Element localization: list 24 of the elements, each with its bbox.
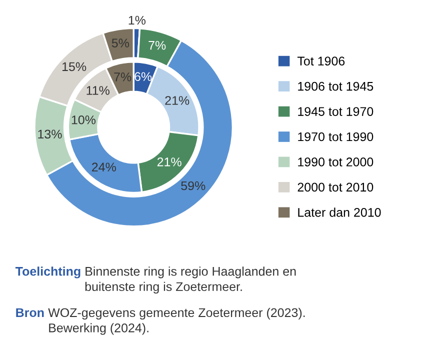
data-label: 6% (134, 72, 152, 82)
text: WOZ-gegevens gemeente Zoetermeer (2023). Bewerking (2024). (48, 308, 305, 335)
data-label: 24% (92, 162, 116, 172)
data-label: 59% (181, 181, 206, 190)
data-label: 1% (128, 16, 146, 25)
legend-label: 1945 tot 1970 (298, 107, 374, 116)
data-label: 5% (112, 38, 130, 48)
legend-label: 1970 tot 1990 (298, 132, 374, 142)
legend-label: 2000 tot 2010 (298, 182, 374, 192)
data-label: 11% (86, 86, 110, 95)
legend-label: Tot 1906 (297, 56, 345, 66)
data-label: 21% (165, 96, 190, 105)
text: Toelichting (15, 266, 80, 278)
text: Bron (16, 308, 44, 318)
data-label: 13% (38, 130, 62, 139)
legend-label: 1990 tot 2000 (298, 158, 374, 166)
data-label: 7% (114, 72, 132, 82)
data-label: 21% (157, 158, 182, 166)
legend-label: Later dan 2010 (298, 208, 381, 217)
data-label: 15% (62, 62, 86, 72)
data-label: 7% (148, 40, 166, 50)
data-label: 10% (72, 115, 96, 124)
legend-label: 1906 tot 1945 (298, 82, 374, 91)
text: Binnenste ring is regio Haaglanden en buitenste ring is Zoetermeer. (85, 266, 296, 294)
